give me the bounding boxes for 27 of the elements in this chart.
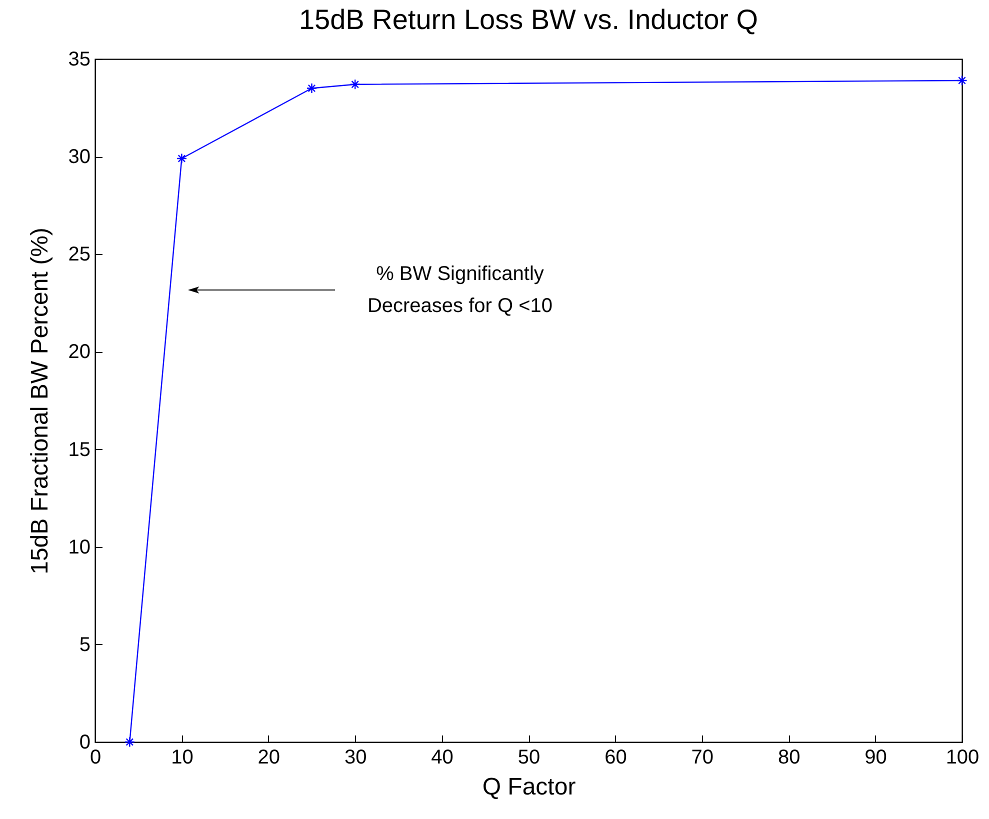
- x-axis-title: Q Factor: [482, 774, 576, 800]
- x-tick-label: 30: [344, 746, 367, 768]
- x-tick-label: 40: [431, 746, 454, 768]
- x-tick-label: 60: [604, 746, 627, 768]
- x-tick-label: 100: [946, 746, 980, 768]
- y-tick-label: 10: [68, 536, 90, 558]
- point: [176, 153, 188, 164]
- y-tick-label: 35: [68, 48, 90, 70]
- point: [956, 75, 968, 86]
- x-tick-label: 70: [691, 746, 714, 768]
- chart-title: 15dB Return Loss BW vs. Inductor Q: [298, 4, 758, 35]
- y-tick-label: 30: [68, 146, 90, 168]
- x-tick-label: 80: [778, 746, 800, 768]
- point: [124, 736, 136, 748]
- y-tick-label: 0: [79, 732, 90, 754]
- point: [350, 79, 360, 90]
- y-tick-label: 15: [68, 438, 90, 461]
- annotation: % BW Significantly Decreases for Q <10: [367, 263, 553, 317]
- x-tick-label: 10: [171, 746, 194, 768]
- y-tick-label: 25: [68, 244, 90, 266]
- x-tick-label: 20: [258, 746, 280, 768]
- y-axis-title: 15dB Fractional BW Percent (%): [26, 228, 54, 574]
- x-tick-label: 90: [864, 746, 887, 768]
- point: [306, 82, 318, 94]
- y-tick-label: 5: [79, 634, 90, 656]
- x-tick-label: 50: [518, 746, 540, 768]
- y-tick-label: 20: [68, 341, 90, 364]
